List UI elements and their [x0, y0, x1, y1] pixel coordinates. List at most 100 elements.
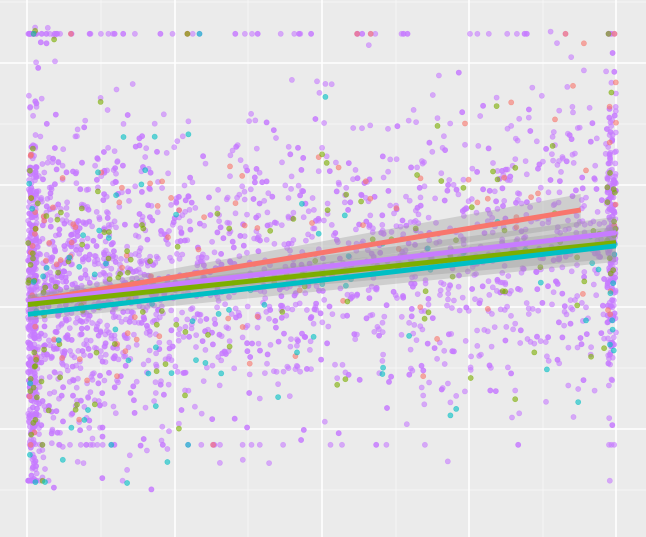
data-point [105, 222, 112, 228]
data-point [275, 381, 281, 387]
data-point [278, 222, 285, 228]
data-point [70, 392, 76, 399]
data-point [552, 116, 558, 123]
data-point [168, 327, 175, 334]
data-point [29, 242, 36, 249]
data-point [175, 337, 182, 344]
data-point [110, 253, 116, 259]
data-point [339, 361, 346, 368]
data-point [182, 387, 188, 394]
data-point [438, 178, 445, 184]
data-point [604, 199, 611, 206]
data-point [447, 412, 454, 419]
data-point [70, 168, 76, 175]
data-point [445, 290, 452, 297]
data-point [568, 304, 574, 311]
data-point [474, 168, 480, 175]
data-point [534, 286, 541, 293]
data-point [194, 262, 201, 269]
data-point [367, 212, 374, 219]
data-point [81, 416, 88, 423]
data-point [421, 315, 428, 322]
data-point [32, 225, 39, 232]
data-point [57, 286, 64, 293]
data-point [556, 189, 563, 196]
data-point [472, 296, 478, 302]
data-point [26, 220, 33, 227]
data-point [512, 387, 519, 394]
data-point [254, 324, 261, 331]
data-point [462, 120, 468, 127]
data-point [39, 222, 46, 229]
data-point [321, 418, 328, 425]
data-point [291, 30, 298, 37]
data-point [54, 216, 61, 223]
data-point [388, 229, 395, 235]
data-point [606, 214, 613, 221]
data-point [184, 30, 191, 37]
data-point [80, 256, 86, 262]
data-point [379, 329, 386, 335]
data-point [244, 348, 251, 355]
data-point [406, 332, 412, 339]
data-point [255, 340, 262, 347]
data-point [38, 359, 45, 366]
data-point [360, 222, 366, 228]
data-point [561, 322, 567, 329]
data-point [28, 151, 34, 158]
data-point [416, 184, 423, 191]
data-point [120, 162, 126, 169]
data-point [166, 339, 173, 346]
data-point [425, 309, 432, 316]
data-point [246, 371, 253, 378]
data-point [125, 357, 132, 364]
data-point [74, 284, 81, 291]
data-point [133, 378, 140, 385]
data-point [434, 355, 440, 362]
data-point [319, 151, 325, 158]
data-point [601, 276, 607, 282]
data-point [424, 340, 431, 347]
data-point [335, 430, 342, 437]
data-point [436, 238, 443, 245]
data-point [474, 30, 481, 37]
data-point [43, 251, 50, 258]
data-point [97, 372, 103, 379]
data-point [295, 144, 301, 151]
data-point [232, 305, 239, 312]
data-point [77, 365, 84, 371]
data-point [440, 281, 447, 287]
data-point [568, 268, 575, 275]
data-point [105, 255, 112, 262]
data-point [605, 30, 612, 37]
data-point [58, 209, 64, 216]
data-point [257, 237, 263, 244]
data-point [251, 174, 258, 181]
data-point [256, 200, 263, 207]
data-point [512, 135, 519, 142]
data-point [192, 204, 199, 211]
data-point [568, 136, 575, 142]
data-point [263, 178, 270, 185]
data-point [460, 184, 467, 191]
data-point [129, 81, 136, 87]
data-point [515, 285, 521, 292]
data-point [74, 401, 80, 408]
data-point [611, 30, 618, 37]
data-point [217, 224, 224, 231]
data-point [261, 197, 268, 204]
data-point [253, 165, 260, 172]
data-point [267, 227, 274, 234]
data-point [128, 309, 135, 315]
data-point [95, 380, 102, 387]
data-point [201, 214, 207, 220]
data-point [296, 30, 302, 37]
data-point [47, 190, 54, 197]
data-point [77, 186, 84, 193]
data-point [544, 366, 550, 373]
data-point [253, 145, 260, 152]
data-point [244, 322, 251, 329]
data-point [568, 54, 575, 60]
data-point [182, 197, 189, 204]
data-point [76, 416, 83, 423]
